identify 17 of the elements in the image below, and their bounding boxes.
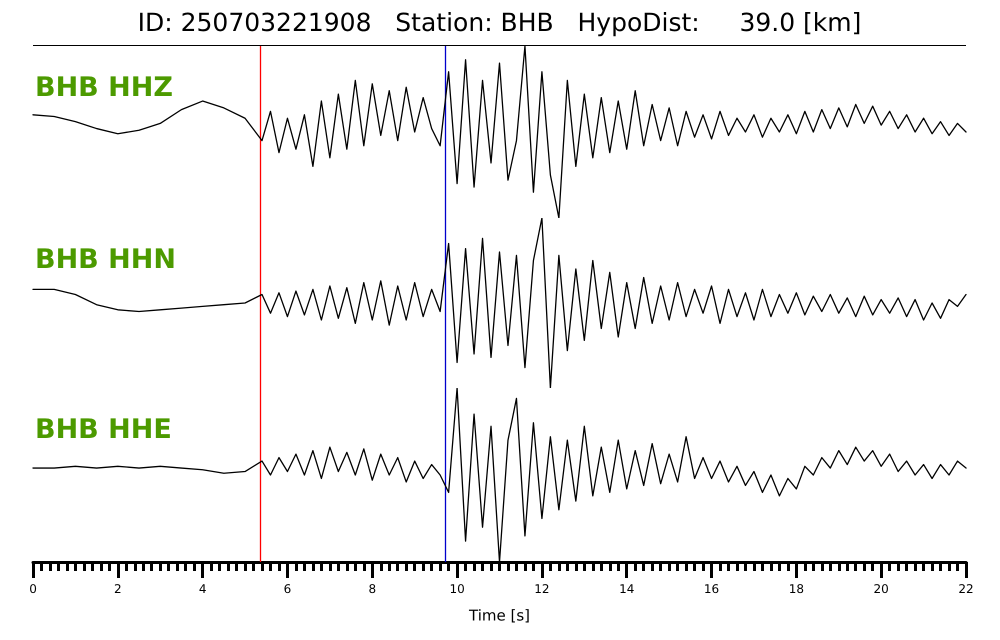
annotation: BHB HHZ xyxy=(35,72,173,103)
annotation: BHB HHE xyxy=(35,414,172,445)
x-tick-label: 0 xyxy=(29,582,37,596)
x-tick-label: 2 xyxy=(114,582,122,596)
x-tick-label: 10 xyxy=(449,582,465,596)
x-tick-label: 4 xyxy=(198,582,206,596)
annotation: BHB HHN xyxy=(35,244,176,275)
x-tick-label: 20 xyxy=(874,582,889,596)
x-tick-label: 8 xyxy=(368,582,376,596)
x-tick-label: 12 xyxy=(534,582,550,596)
x-tick-label: 14 xyxy=(619,582,634,596)
chart-title: ID: 250703221908 Station: BHB HypoDist: 39.0 [km] xyxy=(33,0,966,46)
x-tick-label: 6 xyxy=(284,582,292,596)
x-tick-label: 22 xyxy=(958,582,974,596)
x-tick-label: 16 xyxy=(704,582,720,596)
x-tick-label: 18 xyxy=(788,582,804,596)
x-axis-title: Time [s] xyxy=(468,606,530,624)
